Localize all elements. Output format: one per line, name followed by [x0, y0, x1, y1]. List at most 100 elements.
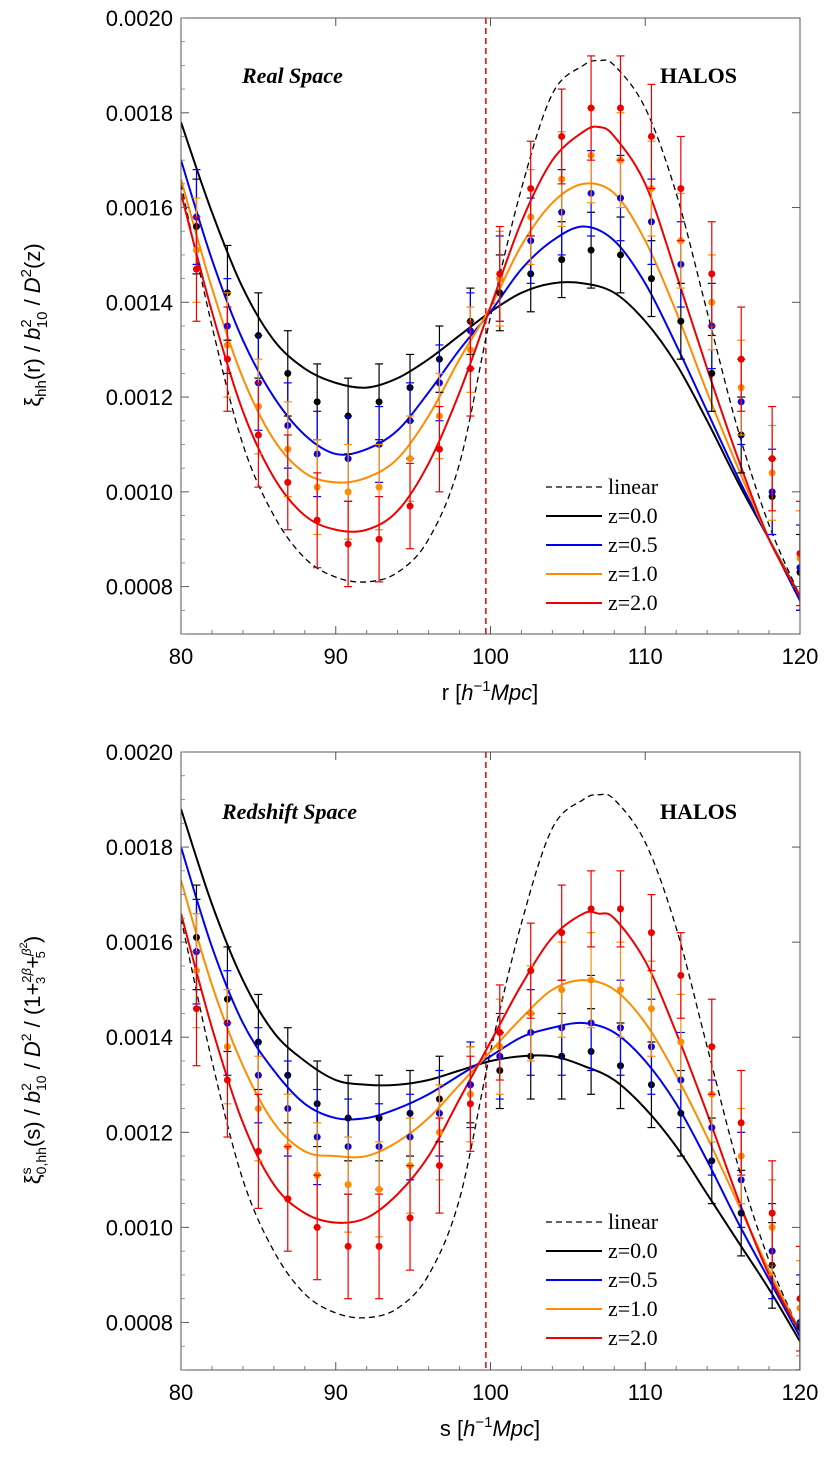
legend-label: z=2.0 — [608, 1325, 658, 1350]
data-point-z-2-0 — [676, 932, 685, 1019]
data-point-z-2-0 — [557, 88, 566, 185]
x-tick-label: 120 — [782, 644, 819, 669]
y-tick-label: 0.0012 — [106, 1120, 173, 1145]
data-point-z-2-0 — [223, 1022, 232, 1138]
data-point-z-2-0 — [737, 1069, 746, 1176]
legend-label: z=1.0 — [608, 561, 658, 586]
data-point-z-2-0 — [375, 1193, 384, 1300]
data-point-z-2-0 — [768, 405, 777, 512]
y-tick-label: 0.0014 — [106, 290, 173, 315]
data-point-z-2-0 — [254, 1093, 263, 1209]
y-tick-label: 0.0018 — [106, 101, 173, 126]
x-tick-label: 120 — [782, 1380, 819, 1405]
data-point-z-2-0 — [313, 1174, 322, 1281]
data-point-z-2-0 — [587, 55, 596, 161]
data-point-z-0-5 — [796, 524, 800, 611]
model-curves — [181, 59, 800, 602]
legend-label: z=2.0 — [608, 590, 658, 615]
y-tick-label: 0.0014 — [106, 1025, 173, 1050]
x-tick-label: 110 — [628, 1380, 663, 1405]
data-points — [192, 55, 800, 611]
data-point-z-2-0 — [283, 1145, 292, 1252]
y-tick-label: 0.0010 — [106, 480, 173, 505]
model-curves — [181, 793, 800, 1342]
x-tick-label: 80 — [169, 644, 193, 669]
series-line-z-2-0 — [181, 125, 800, 597]
data-point-z-2-0 — [707, 221, 716, 327]
redshift-space-panel: 80 90 100 110 120 0.0008 0.0010 0.0012 0.0014 0.0… — [18, 740, 818, 1441]
data-point-z-2-0 — [495, 225, 504, 322]
data-point-z-2-0 — [796, 500, 800, 607]
data-point-z-2-0 — [616, 870, 625, 948]
plot-frame — [180, 17, 801, 635]
data-point-z-2-0 — [254, 382, 263, 488]
x-tick-label: 110 — [628, 644, 663, 669]
y-tick-label: 0.0020 — [106, 740, 173, 765]
data-point-z-2-0 — [737, 306, 746, 412]
data-point-z-2-0 — [526, 140, 535, 237]
real-space-panel: 80 90 100 110 120 0.0008 0.0010 0.0012 0.0014 0.0… — [18, 6, 818, 705]
data-point-z-1-0 — [796, 1260, 800, 1357]
data-point-z-2-0 — [406, 1164, 415, 1271]
y-tick-label: 0.0016 — [106, 930, 173, 955]
data-point-z-2-0 — [313, 472, 322, 569]
legend: linear z=0.0 z=0.5 z=1.0 z=2.0 — [546, 1209, 659, 1350]
x-tick-label: 90 — [324, 1380, 348, 1405]
legend-label: linear — [608, 1209, 659, 1234]
data-point-z-2-0 — [344, 1193, 353, 1300]
legend-label: z=0.0 — [608, 1238, 658, 1263]
axis-ticks: 80 90 100 110 120 0.0008 0.0010 0.0012 0.0014 0.0… — [106, 740, 819, 1405]
series-line-z-0-0 — [181, 808, 800, 1342]
x-tick-label: 100 — [472, 1380, 509, 1405]
data-point-z-2-0 — [375, 495, 384, 583]
data-point-z-2-0 — [616, 55, 625, 161]
series-line-z-1-0 — [181, 178, 800, 597]
data-point-z-2-0 — [495, 984, 504, 1081]
data-point-z-1-0 — [616, 941, 625, 1038]
data-point-z-2-0 — [435, 405, 444, 493]
data-point-z-2-0 — [344, 500, 353, 588]
series-line-z-2-0 — [181, 910, 800, 1333]
data-point-z-2-0 — [526, 922, 535, 1019]
panel-title-right: HALOS — [660, 799, 737, 824]
x-tick-label: 90 — [324, 644, 348, 669]
panel-title-left: Redshift Space — [221, 799, 357, 824]
panel-title-left: Real Space — [241, 63, 343, 88]
data-point-z-2-0 — [192, 216, 201, 322]
data-point-z-2-0 — [647, 83, 656, 190]
data-point-z-2-0 — [466, 320, 475, 417]
y-axis-label: ξs0,hh(s) / b210 / D2 / (1+2β3+β25) — [18, 936, 49, 1184]
series-line-z-0-5 — [181, 846, 800, 1338]
data-point-z-2-0 — [768, 1160, 777, 1267]
series-line-linear — [181, 793, 800, 1333]
data-point-z-1-0 — [587, 932, 596, 1029]
legend-label: linear — [608, 474, 659, 499]
axis-ticks: 80 90 100 110 120 0.0008 0.0010 0.0012 0.0014 0.0… — [106, 6, 819, 669]
y-tick-label: 0.0020 — [106, 6, 173, 31]
data-point-z-2-0 — [557, 884, 566, 981]
data-point-z-2-0 — [406, 462, 415, 550]
x-axis-label: s [h−1Mpc] — [440, 1414, 540, 1441]
series-line-linear — [181, 59, 800, 597]
data-point-z-2-0 — [707, 998, 716, 1095]
data-point-z-2-0 — [192, 951, 201, 1067]
y-tick-label: 0.0018 — [106, 835, 173, 860]
series-line-z-0-0 — [181, 121, 800, 597]
data-point-z-2-0 — [223, 306, 232, 412]
x-axis-label: r [h−1Mpc] — [442, 678, 539, 705]
data-points — [192, 870, 800, 1370]
y-axis-label: ξhh(r) / b210 / D2(z) — [18, 243, 51, 406]
data-point-z-2-0 — [283, 434, 292, 531]
data-point-z-2-0 — [676, 135, 685, 242]
series-line-z-0-5 — [181, 159, 800, 602]
data-point-z-1-0 — [647, 960, 656, 1057]
data-point-z-2-0 — [587, 870, 596, 948]
y-tick-label: 0.0010 — [106, 1215, 173, 1240]
data-point-z-2-0 — [466, 1055, 475, 1152]
legend-label: z=0.5 — [608, 1267, 658, 1292]
y-tick-label: 0.0016 — [106, 196, 173, 221]
data-point-z-2-0 — [435, 1117, 444, 1214]
legend-label: z=1.0 — [608, 1296, 658, 1321]
legend-label: z=0.0 — [608, 503, 658, 528]
